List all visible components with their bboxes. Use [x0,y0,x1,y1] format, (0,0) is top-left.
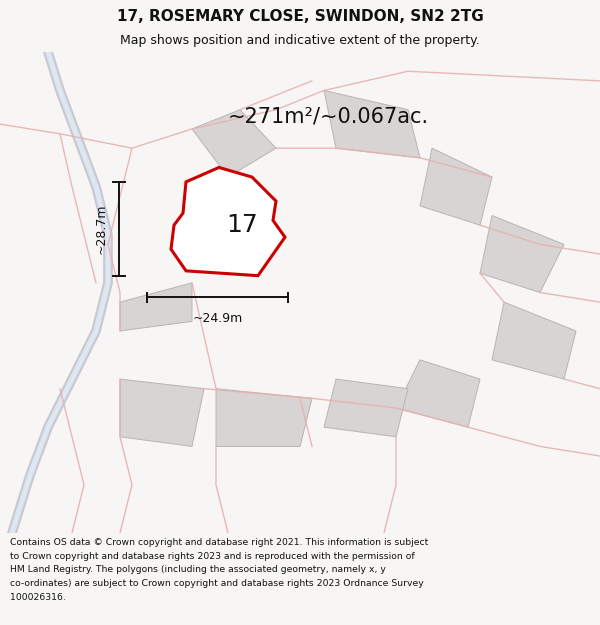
Text: ~28.7m: ~28.7m [94,204,107,254]
Polygon shape [492,302,576,379]
Text: to Crown copyright and database rights 2023 and is reproduced with the permissio: to Crown copyright and database rights 2… [10,552,414,561]
Text: ~271m²/~0.067ac.: ~271m²/~0.067ac. [228,107,429,127]
Text: ~24.9m: ~24.9m [193,312,242,326]
Polygon shape [120,283,192,331]
Polygon shape [420,148,492,225]
Text: Contains OS data © Crown copyright and database right 2021. This information is : Contains OS data © Crown copyright and d… [10,538,428,547]
Polygon shape [324,91,420,158]
Polygon shape [171,168,285,276]
Polygon shape [396,360,480,427]
Polygon shape [480,216,564,292]
Text: co-ordinates) are subject to Crown copyright and database rights 2023 Ordnance S: co-ordinates) are subject to Crown copyr… [10,579,424,588]
Polygon shape [192,110,276,177]
Polygon shape [324,379,408,437]
Text: 17, ROSEMARY CLOSE, SWINDON, SN2 2TG: 17, ROSEMARY CLOSE, SWINDON, SN2 2TG [116,9,484,24]
Polygon shape [216,389,312,446]
Text: 100026316.: 100026316. [10,593,65,602]
Text: Map shows position and indicative extent of the property.: Map shows position and indicative extent… [120,34,480,47]
Text: HM Land Registry. The polygons (including the associated geometry, namely x, y: HM Land Registry. The polygons (includin… [10,566,385,574]
Text: 17: 17 [226,213,258,237]
Polygon shape [120,379,204,446]
